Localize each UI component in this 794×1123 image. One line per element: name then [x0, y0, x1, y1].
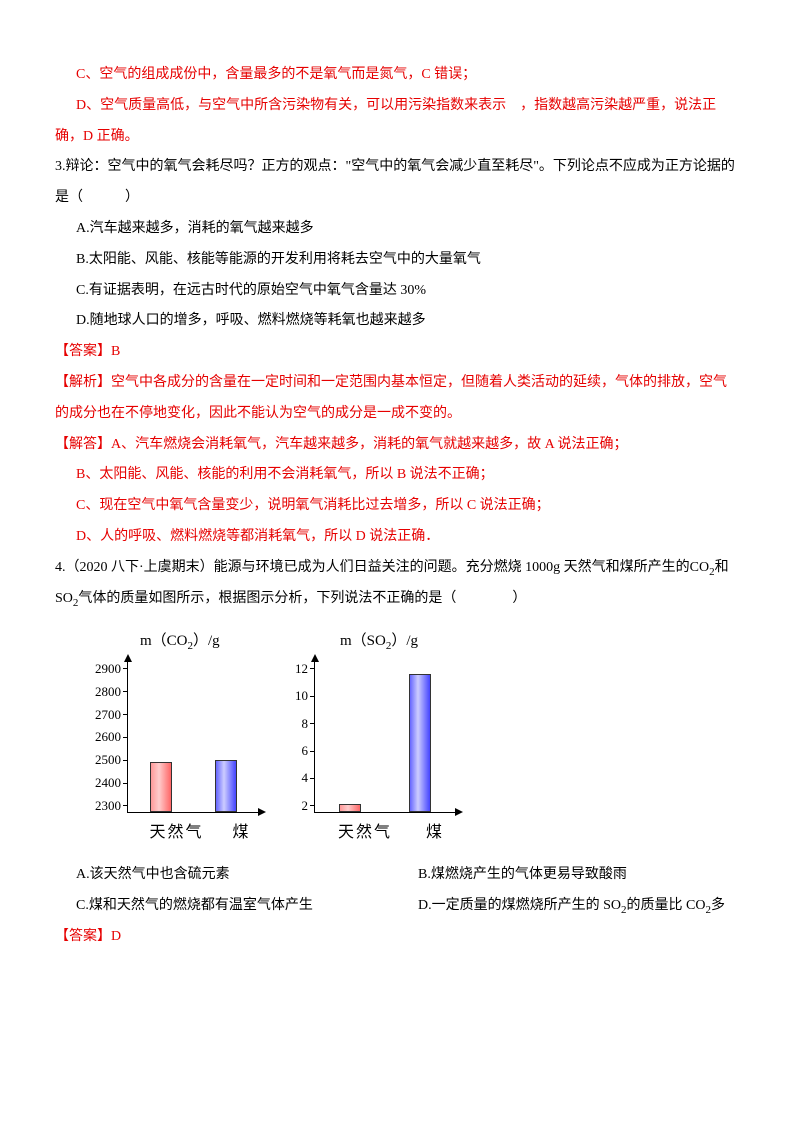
q3-opt-c: C.有证据表明，在远古时代的原始空气中氧气含量达 30%	[55, 276, 739, 307]
chart-title: m（CO2）/g	[140, 625, 265, 658]
bar	[409, 674, 431, 812]
y-tick: 10	[295, 689, 308, 702]
charts-container: m（CO2）/g 2900 2800 2700 2600 2500 2400 2300 天然…	[95, 625, 739, 850]
y-tick: 2500	[95, 753, 121, 766]
q3-exp: 【解析】空气中各成分的含量在一定时间和一定范围内基本恒定，但随着人类活动的延续，…	[55, 368, 739, 430]
q3-opt-b: B.太阳能、风能、核能等能源的开发利用将耗去空气中的大量氧气	[55, 245, 739, 276]
q4-stem: 4.（2020 八下·上虞期末）能源与环境已成为人们日益关注的问题。充分燃烧 1…	[55, 553, 739, 615]
q3-exp: B、太阳能、风能、核能的利用不会消耗氧气，所以 B 说法不正确；	[55, 460, 739, 491]
y-tick: 2600	[95, 730, 121, 743]
y-tick: 8	[302, 717, 309, 730]
x-label: 煤	[426, 815, 444, 850]
y-tick: 2700	[95, 708, 121, 721]
y-tick: 12	[295, 662, 308, 675]
y-tick: 2400	[95, 776, 121, 789]
text-line: C、空气的组成成份中，含量最多的不是氧气而是氮气，C 错误；	[55, 60, 739, 91]
q4-opt-d: D.一定质量的煤燃烧所产生的 SO2的质量比 CO2多	[397, 891, 739, 922]
y-tick: 2800	[95, 685, 121, 698]
so2-chart: m（SO2）/g 12 10 8 6 4 2 天然气煤	[295, 625, 461, 850]
bar	[150, 762, 172, 812]
plot-area	[127, 662, 258, 813]
y-tick: 4	[302, 771, 309, 784]
q4-answer: 【答案】D	[55, 922, 739, 953]
q4-options: A.该天然气中也含硫元素 B.煤燃烧产生的气体更易导致酸雨 C.煤和天然气的燃烧…	[55, 860, 739, 922]
y-tick: 2300	[95, 799, 121, 812]
q4-opt-b: B.煤燃烧产生的气体更易导致酸雨	[397, 860, 739, 891]
q3-answer: 【答案】B	[55, 337, 739, 368]
q4-opt-a: A.该天然气中也含硫元素	[55, 860, 397, 891]
co2-chart: m（CO2）/g 2900 2800 2700 2600 2500 2400 2300 天然…	[95, 625, 265, 850]
plot-area	[314, 662, 455, 813]
q3-exp: D、人的呼吸、燃料燃烧等都消耗氧气，所以 D 说法正确．	[55, 522, 739, 553]
q4-opt-c: C.煤和天然气的燃烧都有温室气体产生	[55, 891, 397, 922]
text-line: D、空气质量高低，与空气中所含污染物有关，可以用污染指数来表示 ，指数越高污染越…	[55, 91, 739, 153]
chart-title: m（SO2）/g	[340, 625, 461, 658]
q3-opt-d: D.随地球人口的增多，呼吸、燃料燃烧等耗氧也越来越多	[55, 306, 739, 337]
x-label: 天然气	[149, 815, 203, 850]
y-tick: 6	[302, 744, 309, 757]
x-labels: 天然气煤	[321, 815, 461, 850]
y-axis: 2900 2800 2700 2600 2500 2400 2300	[95, 662, 127, 812]
q3-opt-a: A.汽车越来越多，消耗的氧气越来越多	[55, 214, 739, 245]
x-label: 天然气	[338, 815, 392, 850]
x-labels: 天然气煤	[135, 815, 265, 850]
bar	[339, 804, 361, 812]
q3-exp: C、现在空气中氧气含量变少，说明氧气消耗比过去增多，所以 C 说法正确；	[55, 491, 739, 522]
q3-stem: 3.辩论：空气中的氧气会耗尽吗？正方的观点："空气中的氧气会减少直至耗尽"。下列…	[55, 152, 739, 214]
y-tick: 2	[302, 799, 309, 812]
q3-exp: 【解答】A、汽车燃烧会消耗氧气，汽车越来越多，消耗的氧气就越来越多，故 A 说法…	[55, 430, 739, 461]
y-axis: 12 10 8 6 4 2	[295, 662, 314, 812]
x-label: 煤	[232, 815, 250, 850]
y-tick: 2900	[95, 662, 121, 675]
bar	[215, 760, 237, 812]
